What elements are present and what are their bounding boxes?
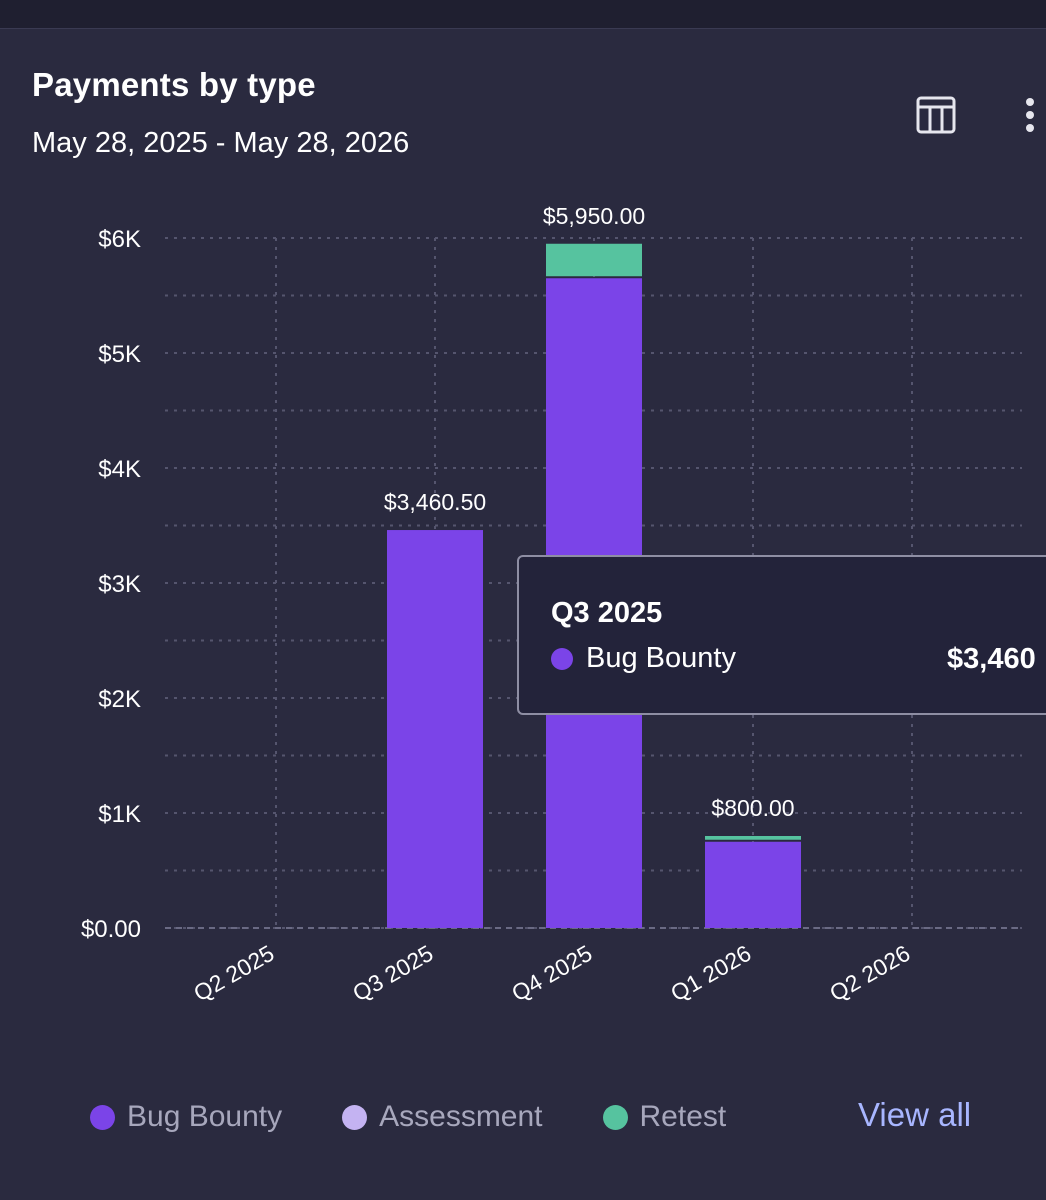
y-tick-label: $0.00 [81, 916, 141, 943]
legend-item-bug-bounty[interactable]: Bug Bounty [90, 1100, 282, 1134]
table-view-button[interactable] [908, 90, 964, 140]
legend-label-retest: Retest [639, 1100, 727, 1133]
bar-total-label: $800.00 [711, 795, 794, 821]
table-icon [916, 96, 956, 134]
top-bar [0, 0, 1046, 29]
x-tick-label: Q2 2025 [189, 940, 278, 1007]
chart-title: Payments by type [32, 66, 316, 103]
tooltip-title: Q3 2025 [551, 597, 663, 629]
legend-dot-assessment [342, 1104, 368, 1130]
x-tick-label: Q4 2025 [507, 940, 596, 1007]
y-tick-label: $3K [98, 571, 141, 598]
x-tick-label: Q2 2026 [825, 940, 914, 1007]
y-tick-label: $2K [98, 686, 141, 713]
legend-dot-bug-bounty [90, 1104, 115, 1130]
tooltip-series-label: Bug Bounty [586, 642, 736, 674]
chart-tooltip: Q3 2025 Bug Bounty $3,460 [517, 555, 1046, 715]
chart-legend: Bug Bounty Assessment Retest [90, 1094, 786, 1140]
y-tick-label: $6K [98, 226, 141, 253]
tooltip-value: $3,460 [947, 643, 1036, 675]
bar-segment-retest[interactable] [705, 836, 801, 840]
legend-label-assessment: Assessment [379, 1100, 543, 1133]
bar-total-label: $3,460.50 [384, 489, 486, 515]
y-tick-label: $5K [98, 341, 141, 368]
more-vertical-icon [1026, 98, 1034, 132]
legend-label-bug-bounty: Bug Bounty [127, 1100, 283, 1133]
x-tick-label: Q1 2026 [666, 940, 755, 1007]
bar-segment-bug-bounty[interactable] [705, 841, 801, 928]
legend-item-assessment[interactable]: Assessment [342, 1100, 543, 1134]
legend-dot-retest [602, 1104, 628, 1130]
date-range: May 28, 2025 - May 28, 2026 [32, 127, 410, 159]
y-tick-label: $1K [98, 801, 141, 828]
bar-total-label: $5,950.00 [543, 203, 645, 229]
legend-item-retest[interactable]: Retest [602, 1100, 727, 1134]
view-all-link[interactable]: View all [858, 1096, 972, 1133]
y-tick-label: $4K [98, 456, 141, 483]
stacked-bar-chart: $0.00 $1K $2K $3K $4K $5K $6K Q2 2025 $3,460.50 Q… [81, 203, 1022, 1007]
bar-segment-bug-bounty[interactable] [387, 530, 483, 928]
tooltip-series-dot [551, 648, 573, 670]
bar-segment-retest[interactable] [546, 243, 642, 277]
more-options-button[interactable] [1014, 90, 1046, 140]
x-tick-label: Q3 2025 [348, 940, 437, 1007]
